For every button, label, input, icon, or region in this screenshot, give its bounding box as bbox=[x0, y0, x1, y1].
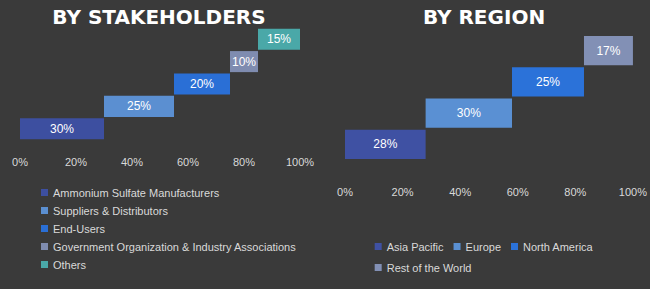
svg-text:BY STAKEHOLDERS: BY STAKEHOLDERS bbox=[52, 5, 265, 29]
svg-text:Government Organization & Indu: Government Organization & Industry Assoc… bbox=[53, 241, 296, 253]
svg-text:80%: 80% bbox=[233, 156, 255, 168]
svg-text:20%: 20% bbox=[65, 156, 87, 168]
svg-text:25%: 25% bbox=[536, 75, 560, 89]
svg-text:Ammonium Sulfate Manufacturers: Ammonium Sulfate Manufacturers bbox=[53, 187, 220, 199]
svg-text:Asia Pacific: Asia Pacific bbox=[387, 241, 444, 253]
svg-text:30%: 30% bbox=[457, 106, 481, 120]
svg-text:17%: 17% bbox=[596, 44, 620, 58]
svg-text:40%: 40% bbox=[121, 156, 143, 168]
svg-text:Others: Others bbox=[53, 259, 87, 271]
svg-text:0%: 0% bbox=[12, 156, 28, 168]
svg-text:100%: 100% bbox=[286, 156, 314, 168]
svg-text:End-Users: End-Users bbox=[53, 223, 105, 235]
svg-text:25%: 25% bbox=[127, 99, 151, 113]
svg-text:North America: North America bbox=[523, 241, 594, 253]
svg-text:60%: 60% bbox=[507, 186, 529, 198]
svg-text:20%: 20% bbox=[392, 186, 414, 198]
svg-text:15%: 15% bbox=[267, 32, 291, 46]
svg-text:0%: 0% bbox=[337, 186, 353, 198]
svg-text:20%: 20% bbox=[190, 77, 214, 91]
svg-text:28%: 28% bbox=[373, 137, 397, 151]
svg-text:Suppliers & Distributors: Suppliers & Distributors bbox=[53, 205, 168, 217]
svg-text:30%: 30% bbox=[50, 122, 74, 136]
svg-text:BY REGION: BY REGION bbox=[423, 5, 545, 29]
svg-text:80%: 80% bbox=[564, 186, 586, 198]
svg-text:Rest of the World: Rest of the World bbox=[387, 262, 472, 274]
svg-text:100%: 100% bbox=[619, 186, 647, 198]
svg-text:10%: 10% bbox=[232, 55, 256, 69]
svg-text:Europe: Europe bbox=[466, 241, 501, 253]
svg-text:40%: 40% bbox=[449, 186, 471, 198]
svg-text:60%: 60% bbox=[177, 156, 199, 168]
